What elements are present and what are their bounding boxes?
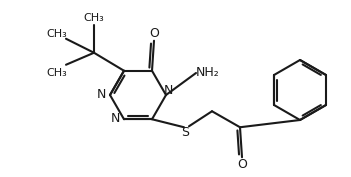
Text: N: N xyxy=(163,84,173,96)
Text: O: O xyxy=(149,27,159,40)
Text: N: N xyxy=(110,112,120,125)
Text: S: S xyxy=(181,126,189,139)
Text: CH₃: CH₃ xyxy=(47,68,67,78)
Text: N: N xyxy=(96,87,106,101)
Text: CH₃: CH₃ xyxy=(47,29,67,39)
Text: NH₂: NH₂ xyxy=(196,67,220,79)
Text: O: O xyxy=(237,158,247,171)
Text: CH₃: CH₃ xyxy=(84,13,104,23)
